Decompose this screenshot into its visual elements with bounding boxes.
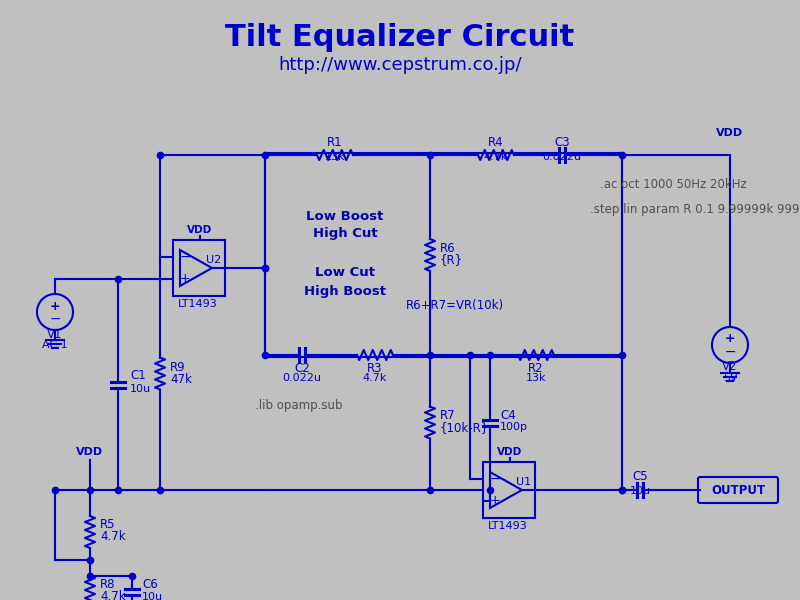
Text: U2: U2 (206, 255, 222, 265)
Text: R9: R9 (170, 361, 186, 374)
Text: Tilt Equalizer Circuit: Tilt Equalizer Circuit (226, 22, 574, 52)
Text: 13k: 13k (325, 152, 346, 162)
Text: C1: C1 (130, 369, 146, 382)
Text: C4: C4 (500, 409, 516, 422)
Text: OUTPUT: OUTPUT (711, 484, 765, 497)
Text: 10u: 10u (142, 592, 163, 600)
Bar (173, 240, 225, 296)
Text: C2: C2 (294, 361, 310, 374)
Text: 5V: 5V (722, 373, 738, 383)
Text: R4: R4 (488, 136, 504, 148)
Text: 0.022u: 0.022u (542, 152, 582, 162)
Text: LT1493: LT1493 (488, 521, 528, 531)
Text: 10u: 10u (630, 486, 650, 496)
Text: C5: C5 (632, 469, 648, 482)
Text: R6: R6 (440, 241, 456, 254)
Text: 47k: 47k (170, 373, 192, 386)
Text: 13k: 13k (526, 373, 546, 383)
Text: {R}: {R} (440, 253, 463, 266)
Text: AC 1: AC 1 (42, 340, 68, 350)
Text: +: + (490, 494, 500, 508)
FancyBboxPatch shape (698, 477, 778, 503)
Text: −: − (179, 250, 191, 264)
Text: .ac oct 1000 50Hz 20kHz: .ac oct 1000 50Hz 20kHz (600, 179, 746, 191)
Text: VDD: VDD (77, 447, 103, 457)
Text: R3: R3 (367, 361, 382, 374)
Text: +: + (725, 332, 735, 346)
Text: 4.7k: 4.7k (363, 373, 387, 383)
Text: 4.7k: 4.7k (100, 530, 126, 544)
Text: 100p: 100p (500, 422, 528, 433)
Text: .lib opamp.sub: .lib opamp.sub (255, 398, 342, 412)
Text: VDD: VDD (717, 128, 743, 138)
Text: −: − (49, 312, 61, 326)
Text: R8: R8 (100, 578, 115, 592)
Text: R1: R1 (327, 136, 343, 148)
Text: V2: V2 (722, 361, 738, 373)
Text: U1: U1 (516, 477, 531, 487)
Text: C6: C6 (142, 578, 158, 592)
Text: 4.7k: 4.7k (100, 590, 126, 600)
Text: 0.022u: 0.022u (282, 373, 322, 383)
Text: +: + (50, 299, 60, 313)
Text: R5: R5 (100, 518, 115, 532)
Text: 4.7k: 4.7k (484, 152, 508, 162)
Text: −: − (724, 345, 736, 359)
Text: V1: V1 (47, 328, 62, 340)
Text: {10k-R}: {10k-R} (440, 421, 490, 434)
Text: VDD: VDD (498, 447, 522, 457)
Text: C3: C3 (554, 136, 570, 148)
Text: 10u: 10u (130, 385, 151, 395)
Text: +: + (180, 272, 190, 286)
Bar (483, 462, 535, 518)
Text: −: − (489, 472, 501, 486)
Text: R2: R2 (528, 361, 544, 374)
Text: VDD: VDD (187, 225, 213, 235)
Text: .step lin param R 0.1 9.99999k 999.9: .step lin param R 0.1 9.99999k 999.9 (590, 203, 800, 217)
Text: http://www.cepstrum.co.jp/: http://www.cepstrum.co.jp/ (278, 56, 522, 74)
Text: R6+R7=VR(10k): R6+R7=VR(10k) (406, 298, 504, 311)
Text: Low Boost
High Cut: Low Boost High Cut (306, 209, 384, 241)
Text: LT1493: LT1493 (178, 299, 218, 309)
Text: Low Cut
High Boost: Low Cut High Boost (304, 266, 386, 298)
Text: R7: R7 (440, 409, 456, 422)
